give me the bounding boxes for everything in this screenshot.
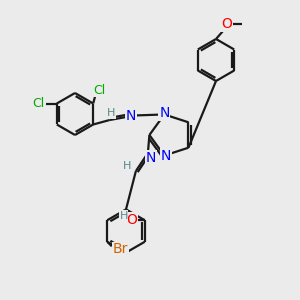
Text: N: N bbox=[159, 106, 169, 120]
Text: H: H bbox=[107, 108, 116, 118]
Text: O: O bbox=[221, 17, 232, 31]
Text: N: N bbox=[125, 109, 136, 122]
Text: Br: Br bbox=[112, 242, 128, 256]
Text: H: H bbox=[123, 161, 132, 172]
Text: N: N bbox=[160, 148, 171, 163]
Text: Cl: Cl bbox=[93, 83, 105, 97]
Text: H: H bbox=[119, 211, 128, 221]
Text: O: O bbox=[127, 213, 137, 226]
Text: N: N bbox=[146, 151, 156, 164]
Text: Cl: Cl bbox=[32, 97, 44, 110]
